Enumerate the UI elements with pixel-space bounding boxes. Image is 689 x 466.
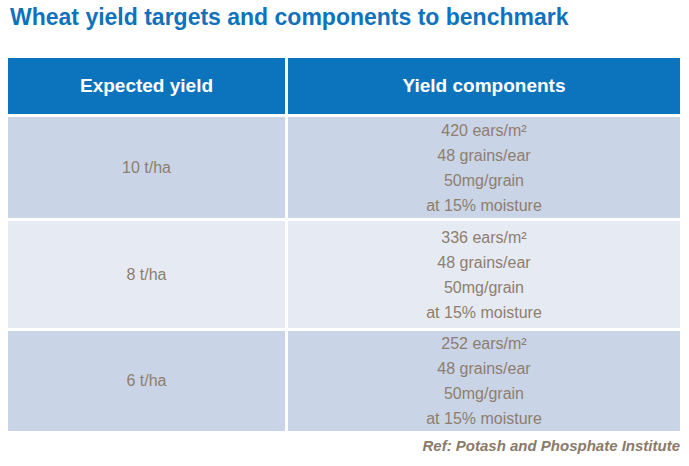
component-line: at 15% moisture bbox=[426, 406, 542, 431]
component-line: 48 grains/ear bbox=[437, 250, 530, 275]
component-line: 48 grains/ear bbox=[437, 356, 530, 381]
yield-table: Expected yield Yield components 10 t/ha … bbox=[8, 58, 680, 431]
expected-yield-cell: 10 t/ha bbox=[8, 117, 285, 218]
header-expected-yield: Expected yield bbox=[8, 58, 285, 114]
component-line: 48 grains/ear bbox=[437, 143, 530, 168]
component-line: at 15% moisture bbox=[426, 300, 542, 325]
reference-text: Ref: Potash and Phosphate Institute bbox=[8, 437, 680, 454]
component-line: 420 ears/m² bbox=[441, 118, 526, 143]
header-yield-components: Yield components bbox=[288, 58, 680, 114]
component-line: 336 ears/m² bbox=[441, 225, 526, 250]
component-line: 50mg/grain bbox=[444, 381, 524, 406]
yield-components-cell: 252 ears/m² 48 grains/ear 50mg/grain at … bbox=[288, 331, 680, 431]
yield-components-cell: 336 ears/m² 48 grains/ear 50mg/grain at … bbox=[288, 221, 680, 328]
page-title: Wheat yield targets and components to be… bbox=[10, 4, 569, 31]
expected-yield-cell: 6 t/ha bbox=[8, 331, 285, 431]
component-line: 50mg/grain bbox=[444, 168, 524, 193]
yield-components-cell: 420 ears/m² 48 grains/ear 50mg/grain at … bbox=[288, 117, 680, 218]
expected-yield-cell: 8 t/ha bbox=[8, 221, 285, 328]
component-line: 252 ears/m² bbox=[441, 331, 526, 356]
slide: Wheat yield targets and components to be… bbox=[0, 0, 689, 466]
component-line: at 15% moisture bbox=[426, 193, 542, 218]
component-line: 50mg/grain bbox=[444, 275, 524, 300]
